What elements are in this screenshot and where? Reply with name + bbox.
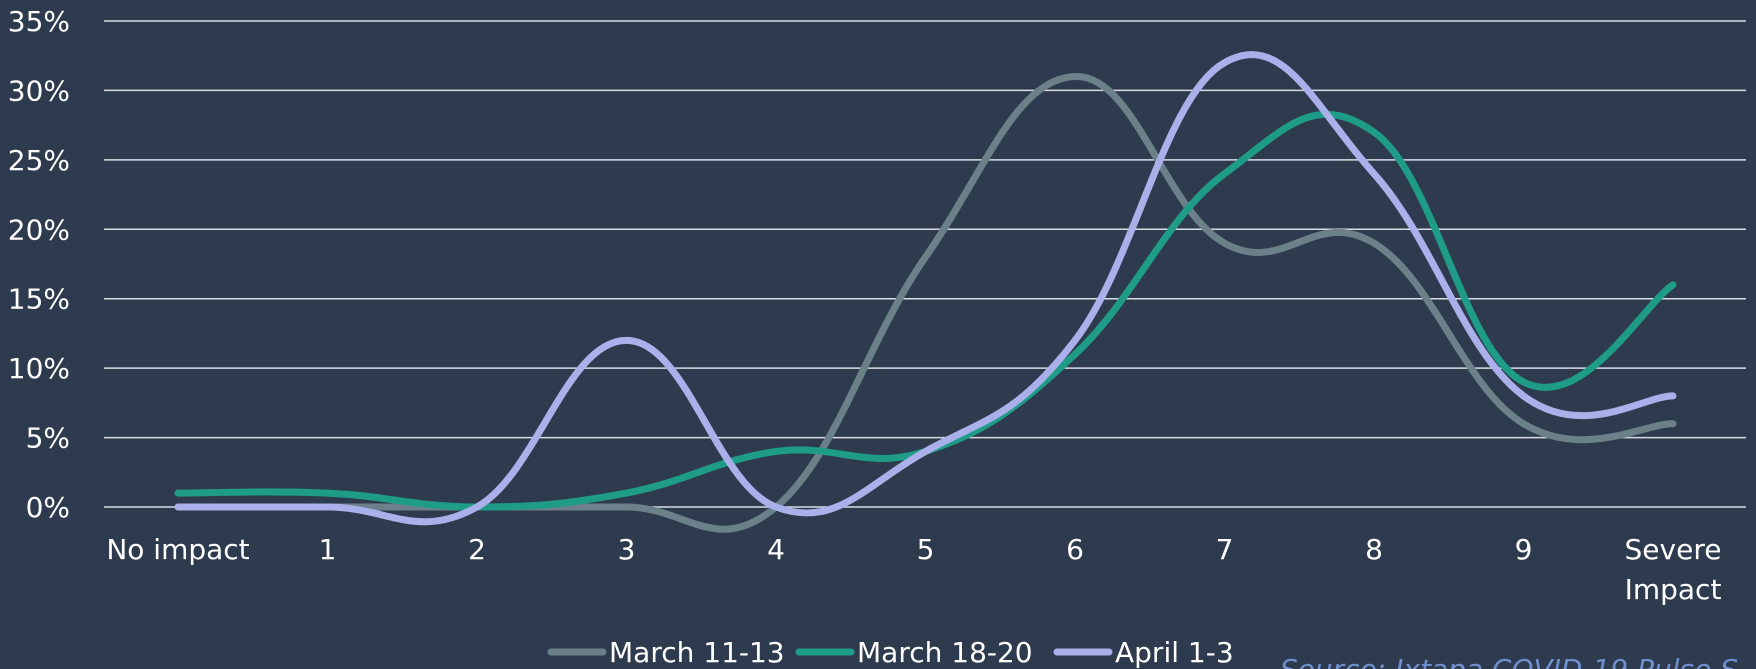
x-tick-label: 6: [1066, 533, 1084, 566]
x-tick-label: Severe Impact: [1625, 533, 1722, 606]
legend-label: March 18-20: [857, 636, 1033, 669]
x-axis-ticks: No impact 1 2 3 4 5 6 7 8 9 Severe Impact: [106, 533, 1721, 606]
x-tick-label: 9: [1515, 533, 1533, 566]
x-tick-label: 3: [618, 533, 636, 566]
source-note: Source: Ixtapa COVID-19 Pulse S: [1280, 653, 1738, 669]
x-tick-label: 7: [1216, 533, 1234, 566]
x-tick-label: 1: [319, 533, 337, 566]
legend: March 11-13 March 18-20 April 1-3: [547, 636, 1234, 669]
series-1: [174, 110, 1677, 511]
y-tick-label: 15%: [8, 283, 70, 316]
y-tick-label: 0%: [26, 491, 70, 524]
legend-item: March 18-20: [795, 636, 1033, 669]
y-tick-label: 25%: [8, 144, 70, 177]
series-line: [174, 73, 1677, 533]
series-line: [174, 51, 1677, 526]
legend-item: April 1-3: [1053, 636, 1234, 669]
legend-label: April 1-3: [1115, 636, 1234, 669]
series-2: [174, 51, 1677, 526]
y-tick-label: 20%: [8, 213, 70, 246]
x-tick-label: 4: [767, 533, 785, 566]
y-axis-ticks: 0% 5% 10% 15% 20% 25% 30% 35%: [8, 5, 70, 524]
x-tick-label: No impact: [106, 533, 249, 566]
series-layer: [174, 51, 1677, 533]
y-tick-label: 10%: [8, 352, 70, 385]
legend-item: March 11-13: [547, 636, 785, 669]
y-tick-label: 5%: [26, 422, 70, 455]
y-tick-label: 35%: [8, 5, 70, 38]
y-tick-label: 30%: [8, 74, 70, 107]
grid-layer: [104, 20, 1746, 508]
x-tick-label: 5: [917, 533, 935, 566]
x-tick-label: 2: [468, 533, 486, 566]
series-line: [174, 110, 1677, 511]
x-tick-label: 8: [1365, 533, 1383, 566]
legend-label: March 11-13: [609, 636, 785, 669]
series-0: [174, 73, 1677, 533]
